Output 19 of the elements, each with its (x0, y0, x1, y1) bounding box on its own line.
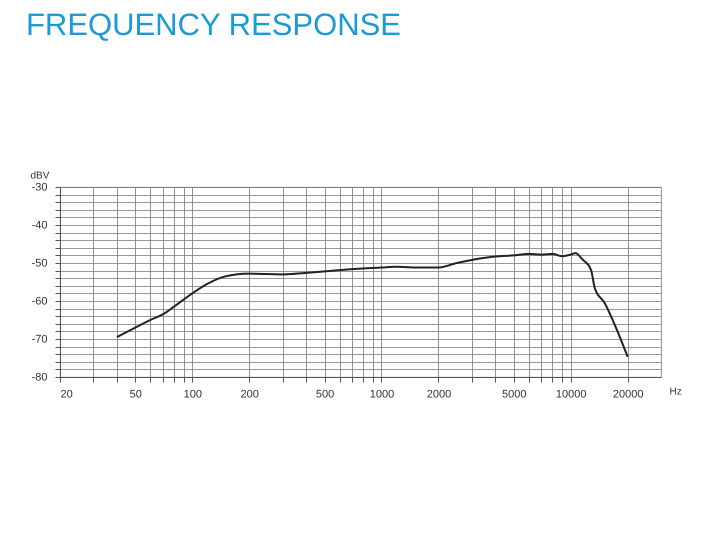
y-axis-title: dBV (30, 170, 50, 182)
x-tick-label: 200 (240, 388, 259, 400)
x-tick-label: 100 (184, 388, 202, 400)
x-tick-label: 500 (316, 388, 334, 400)
x-axis-title: Hz (670, 386, 682, 398)
y-tick-label: -60 (32, 296, 48, 308)
y-tick-label: -70 (32, 334, 48, 346)
x-tick-label: 5000 (502, 388, 526, 400)
x-tick-label: 20 (60, 388, 73, 400)
x-tick-label: 2000 (426, 388, 452, 400)
x-tick-label: 50 (130, 388, 142, 400)
chart-title: FREQUENCY RESPONSE (26, 7, 401, 42)
y-tick-label: -40 (32, 220, 48, 232)
x-tick-label: 1000 (370, 388, 394, 400)
y-tick-label: -50 (32, 258, 48, 270)
y-tick-label: -80 (32, 372, 48, 384)
x-tick-label: 20000 (612, 388, 644, 400)
x-tick-label: 10000 (556, 388, 587, 400)
y-tick-label: -30 (32, 182, 48, 194)
